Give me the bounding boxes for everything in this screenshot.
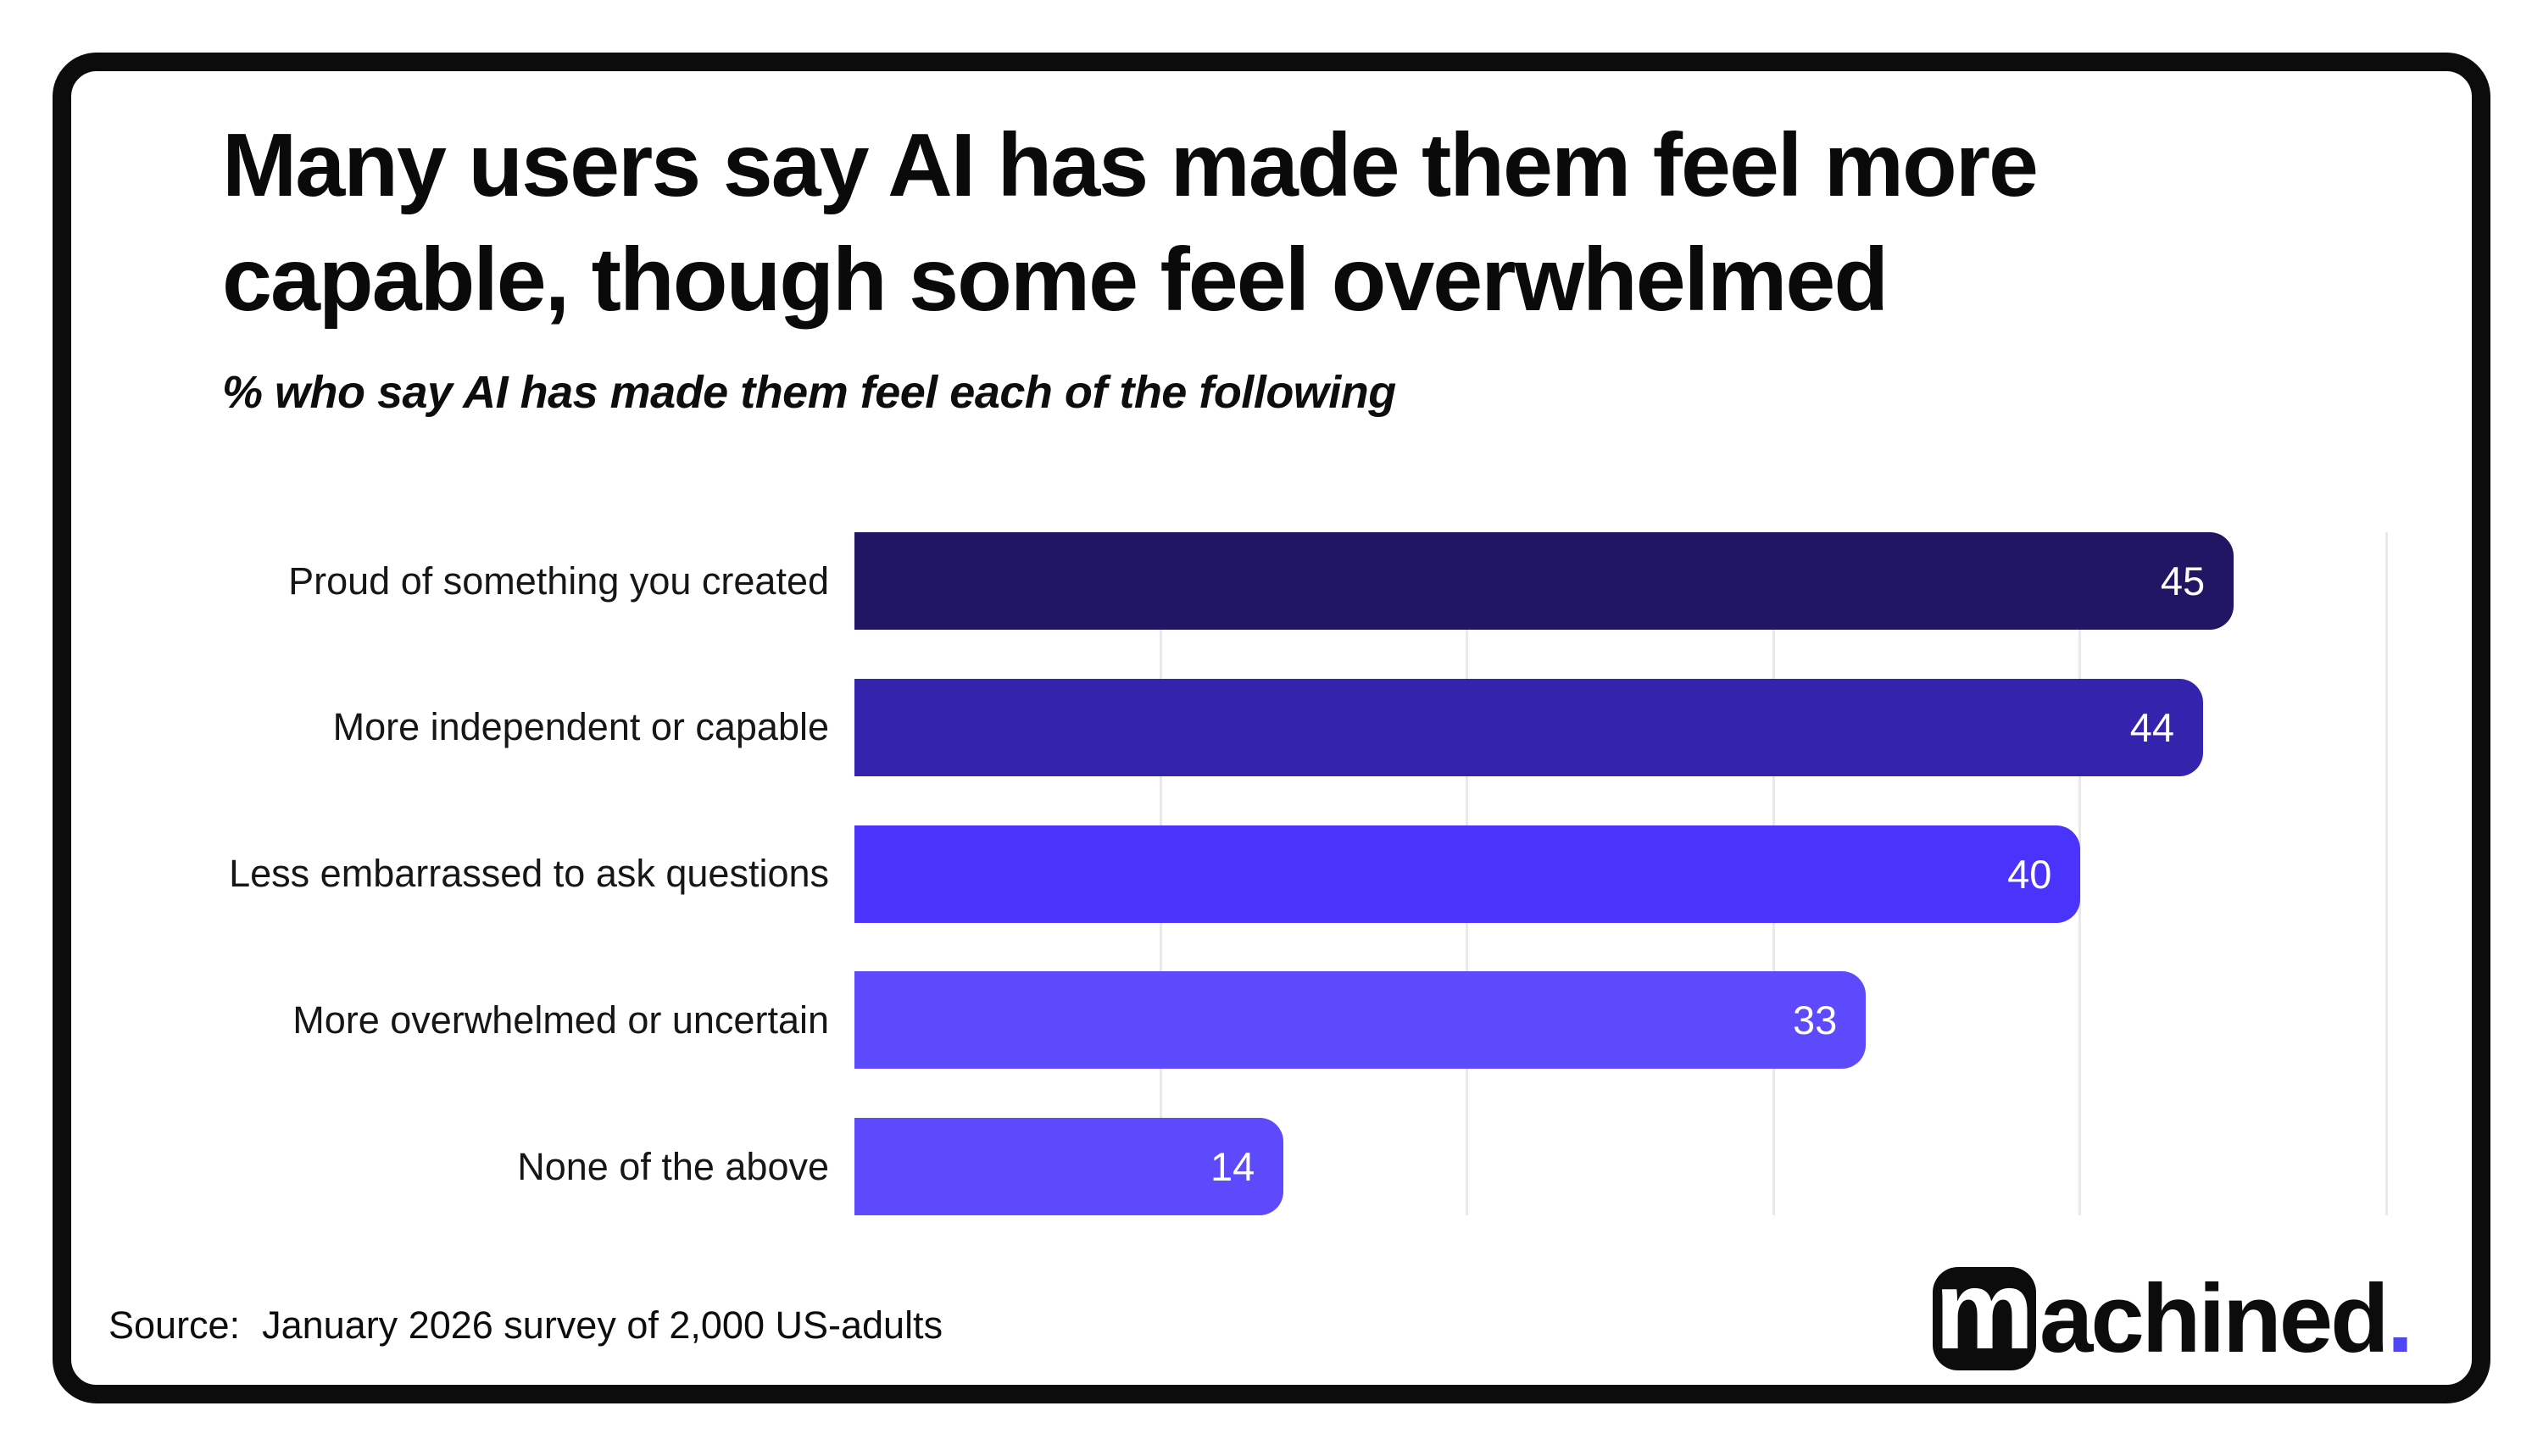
bar-row: 45 [854,532,2387,630]
bar: 44 [854,678,2204,776]
bar: 40 [854,825,2081,923]
category-label: Less embarrassed to ask questions [229,852,829,895]
bar: 45 [854,532,2234,630]
category-labels: Proud of something you created More indep… [144,532,829,1215]
category-label: Proud of something you created [288,559,829,603]
page-title-line2: capable, though some feel overwhelmed [222,229,1889,330]
bar-value-label: 33 [1792,998,1838,1043]
bar-row: 40 [854,825,2387,923]
page-title: Many users say AI has made them feel mor… [222,108,2039,336]
bar-value-label: 40 [2007,851,2052,897]
page-title-line1: Many users say AI has made them feel mor… [222,115,2039,215]
bar-value-label: 45 [2160,559,2206,603]
logo-dot: . [2386,1264,2414,1373]
logo: m achined. [1933,1254,2413,1373]
category-label: More independent or capable [332,705,829,749]
bar-series: 45 44 40 33 14 [854,532,2387,1215]
chart-subtitle: % who say AI has made them feel each of … [222,367,1396,418]
source-label: Source: [109,1303,241,1347]
bar-value-label: 44 [2129,704,2175,750]
bar-row: 14 [854,1118,2387,1215]
plot-area: 45 44 40 33 14 [854,532,2388,1215]
bar-row: 33 [854,971,2387,1070]
category-label: None of the above [517,1144,829,1188]
bar: 33 [854,971,1867,1070]
source-note: Source: January 2026 survey of 2,000 US-a… [109,1303,943,1348]
source-text: January 2026 survey of 2,000 US-adults [262,1303,943,1347]
bar-row: 44 [854,678,2387,776]
logo-wordmark-rest: achined [2039,1264,2390,1373]
logo-wordmark: achined. [2039,1264,2414,1375]
bar-value-label: 14 [1210,1144,1255,1189]
gridline-50 [2385,532,2388,1215]
bar: 14 [854,1118,1284,1215]
category-label: More overwhelmed or uncertain [292,998,829,1042]
logo-mark: m [1933,1254,2036,1370]
